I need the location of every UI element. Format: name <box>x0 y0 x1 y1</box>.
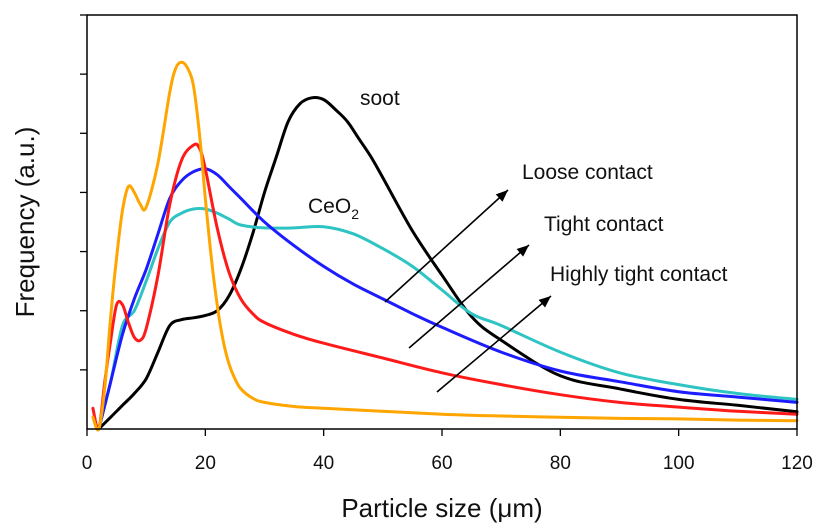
series-line-4 <box>91 60 799 432</box>
annotation-tight-contact: Tight contact <box>544 213 664 236</box>
series-line-2 <box>97 167 799 431</box>
series-line-1 <box>97 206 799 431</box>
annotation-ceo2-base: CeO <box>308 195 351 218</box>
annotation-ceo2-subscript: 2 <box>351 206 359 222</box>
series-line-3 <box>91 142 799 432</box>
annotation-arrow-1 <box>408 244 530 349</box>
x-tick-label-40: 40 <box>313 453 334 474</box>
annotation-highly-tight-contact: Highly tight contact <box>550 263 728 286</box>
x-tick-label-20: 20 <box>195 453 216 474</box>
annotation-arrowhead-1 <box>516 245 529 257</box>
annotation-arrows <box>384 189 552 393</box>
annotation-arrowhead-0 <box>495 190 508 202</box>
x-tick-label-100: 100 <box>663 453 695 474</box>
annotation-loose-contact: Loose contact <box>522 161 653 184</box>
annotation-soot: soot <box>360 87 400 110</box>
x-axis-label: Particle size (μm) <box>341 493 542 523</box>
annotation-arrowhead-2 <box>538 296 551 308</box>
axis-ticks <box>80 14 798 436</box>
x-tick-label-0: 0 <box>82 453 93 474</box>
plot-frame <box>86 14 798 430</box>
x-tick-label-120: 120 <box>781 453 813 474</box>
x-tick-label-80: 80 <box>550 453 571 474</box>
x-tick-labels: 0 20 40 60 80 100 120 <box>82 453 813 474</box>
x-tick-label-60: 60 <box>431 453 452 474</box>
annotation-arrow-0 <box>384 189 509 303</box>
series-lines <box>91 60 799 432</box>
series-line-0 <box>97 96 799 431</box>
annotation-arrow-2 <box>436 295 552 393</box>
annotation-ceo2: CeO2 <box>308 195 359 222</box>
y-axis-label: Frequency (a.u.) <box>10 127 40 318</box>
